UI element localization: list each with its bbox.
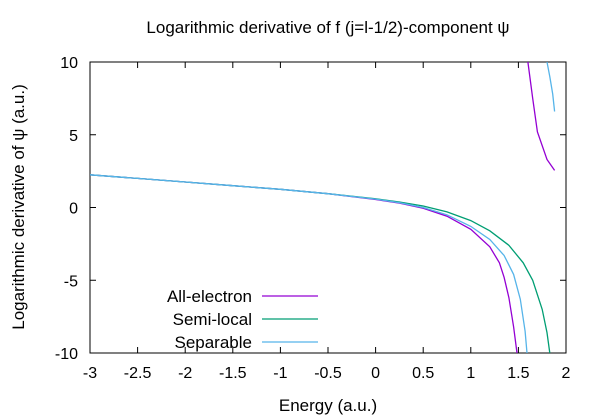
x-tick-label: 1 <box>466 365 475 382</box>
legend: All-electron Semi-local Separable <box>167 287 318 352</box>
series-line-semi-local <box>90 174 551 353</box>
legend-label-semi-local: Semi-local <box>173 310 252 329</box>
x-tick-label: 2 <box>562 365 571 382</box>
series-line-separable <box>90 174 528 353</box>
series-line-all-electron <box>527 62 556 171</box>
plot-frame <box>89 61 567 354</box>
series-line-all-electron <box>90 174 518 353</box>
x-tick-label: -1 <box>273 365 287 382</box>
x-axis-label: Energy (a.u.) <box>279 396 377 415</box>
x-tick-label: -2.5 <box>124 365 152 382</box>
legend-label-separable: Separable <box>174 333 252 352</box>
x-axis: -3 -2.5 -2 -1.5 -1 -0.5 0 0.5 1 1.5 2 <box>83 62 571 382</box>
x-tick-label: 0.5 <box>412 365 434 382</box>
x-tick-label: -2 <box>178 365 192 382</box>
series-layer <box>90 62 556 353</box>
x-tick-label: 1.5 <box>507 365 529 382</box>
chart-title: Logarithmic derivative of f (j=l-1/2)-co… <box>146 18 509 37</box>
y-axis: -10 -5 0 5 10 <box>55 55 566 363</box>
x-tick-label: 0 <box>371 365 380 382</box>
x-tick-label: -3 <box>83 365 97 382</box>
y-tick-label: -5 <box>64 273 78 290</box>
y-tick-label: 5 <box>69 128 78 145</box>
legend-label-all-electron: All-electron <box>167 287 252 306</box>
y-axis-label: Logarithmic derivative of ψ (a.u.) <box>9 84 28 330</box>
y-tick-label: 10 <box>60 55 78 72</box>
x-tick-label: -0.5 <box>314 365 342 382</box>
series-line-separable <box>546 62 556 112</box>
y-tick-label: -10 <box>55 346 78 363</box>
y-tick-label: 0 <box>69 201 78 218</box>
x-tick-label: -1.5 <box>219 365 247 382</box>
